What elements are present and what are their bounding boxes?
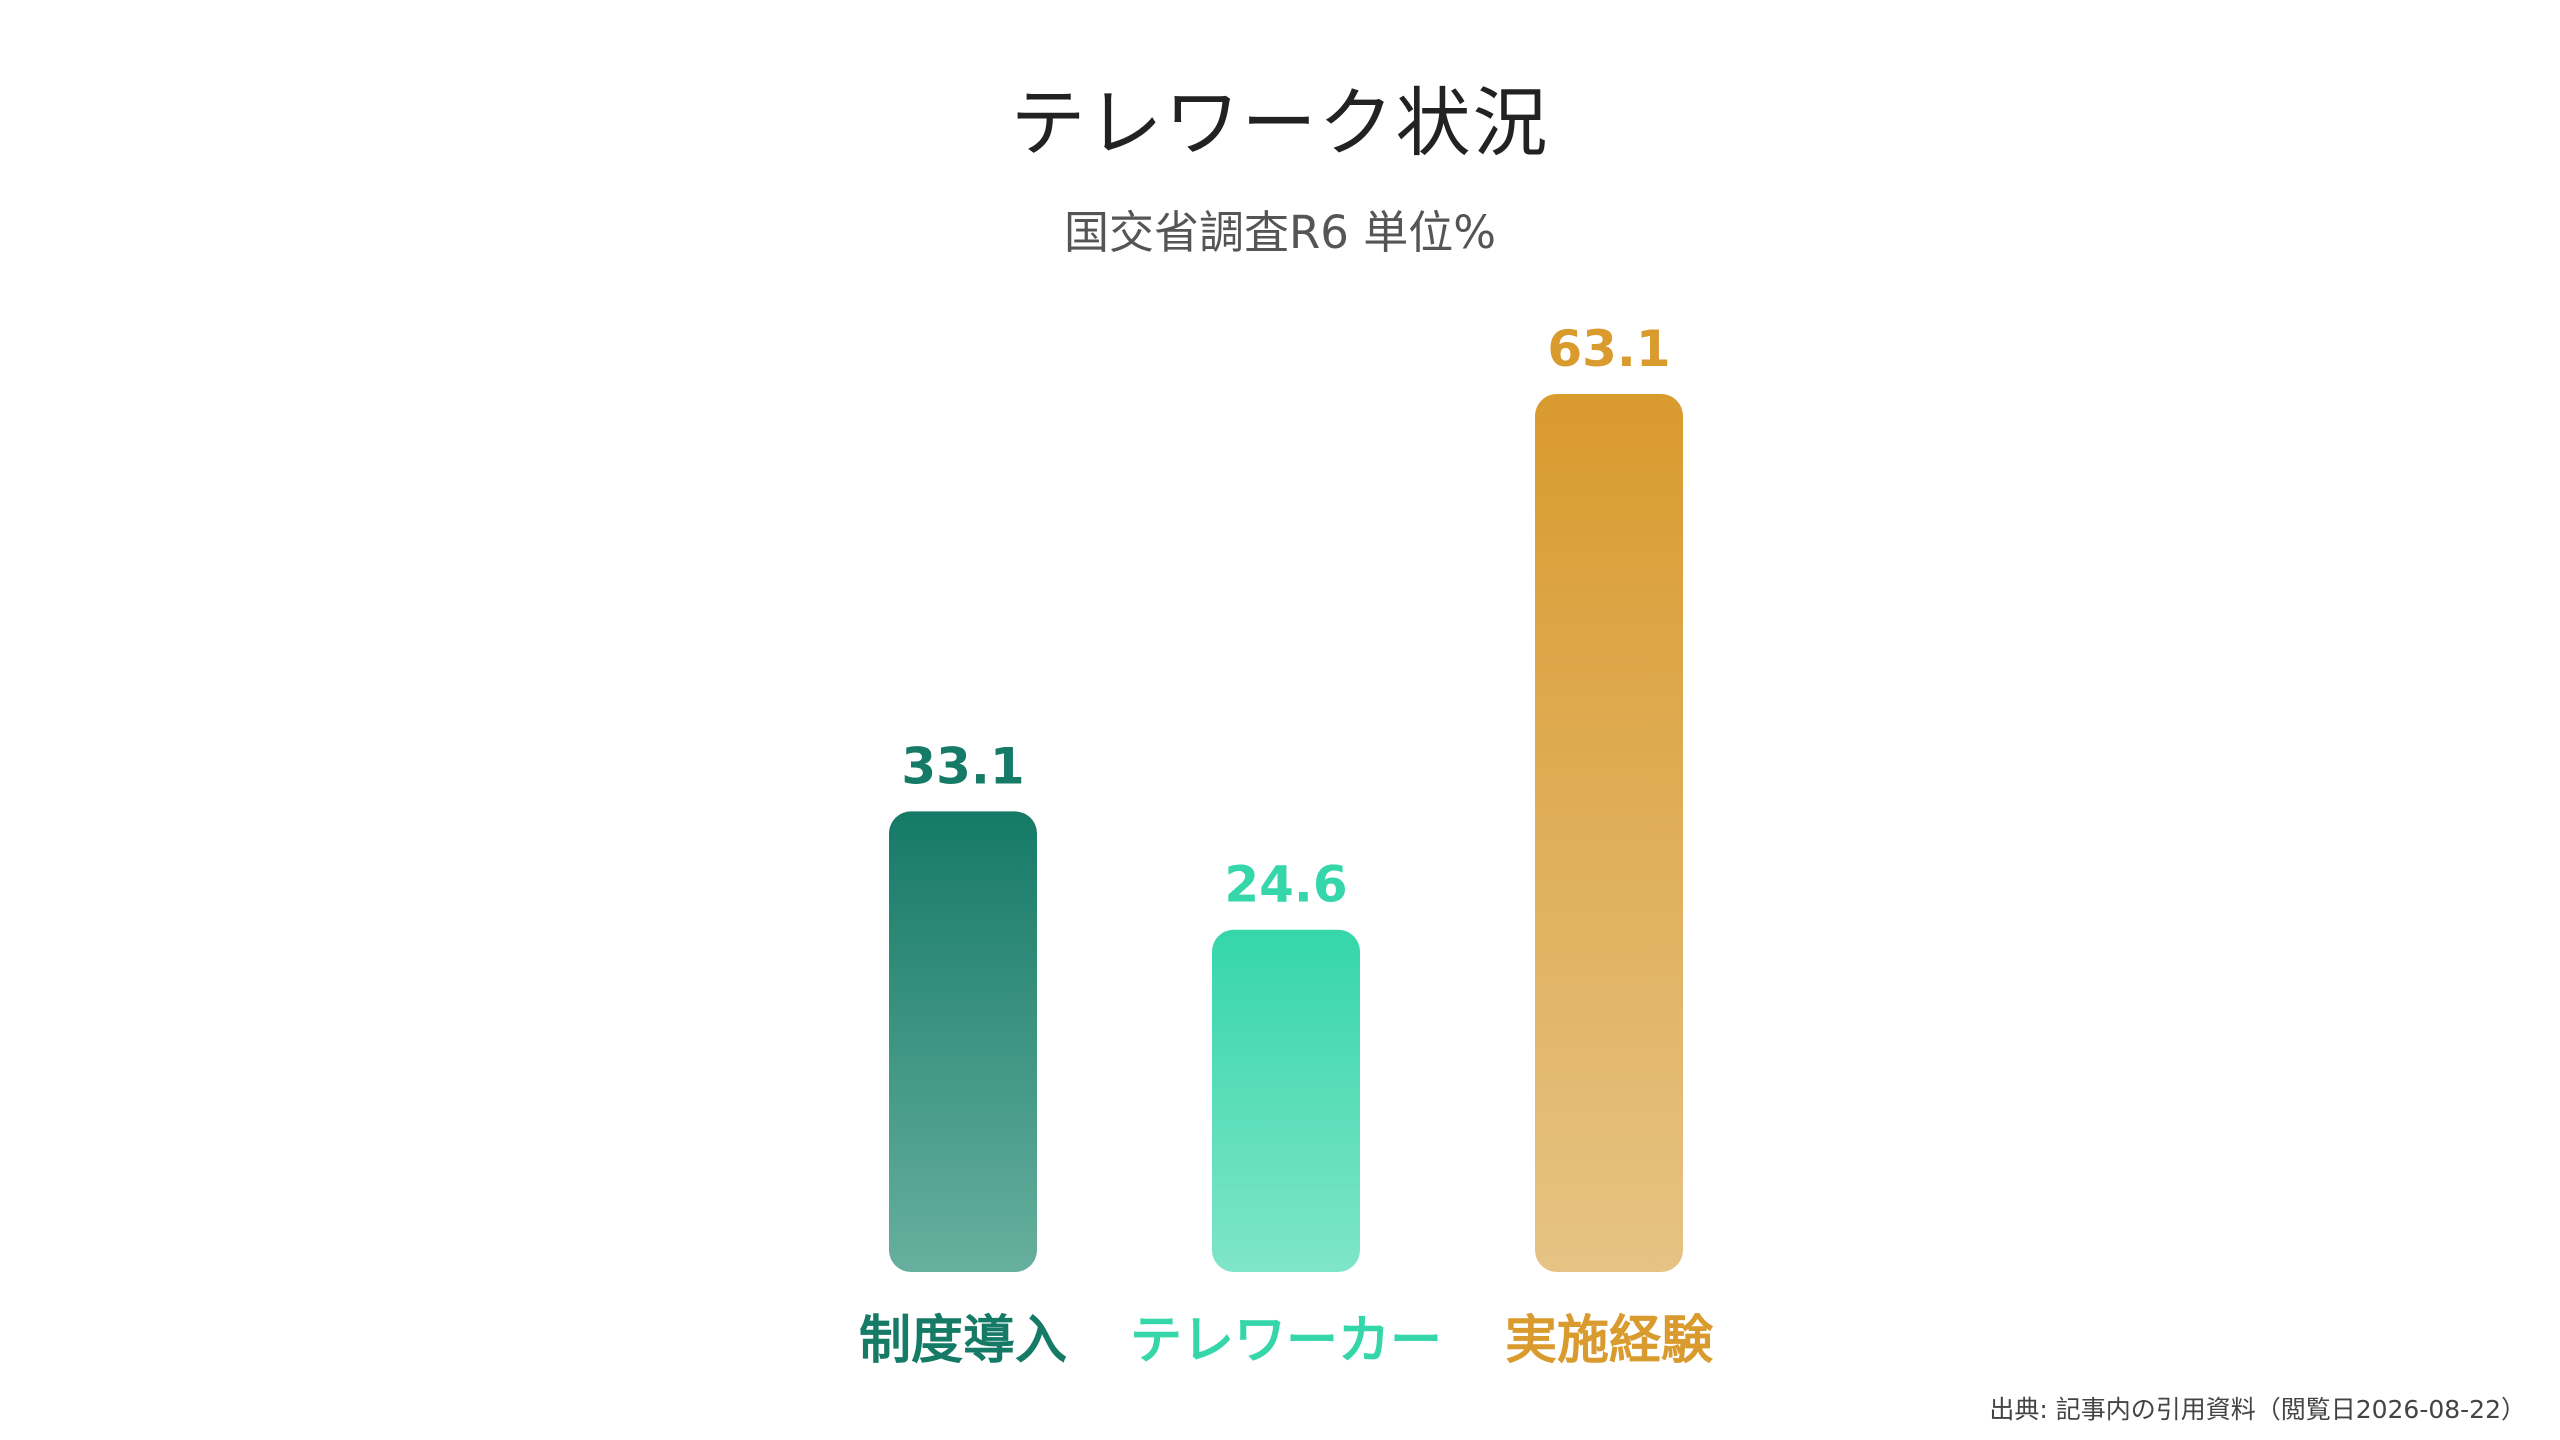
value-label-1: 24.6 bbox=[1224, 856, 1347, 914]
chart-title: テレワーク状況 bbox=[1010, 79, 1550, 167]
bars-layer bbox=[889, 394, 1683, 1272]
bar-0 bbox=[889, 811, 1037, 1272]
labels-layer: 33.1 制度導入 24.6 テレワーカー 63.1 実施経験 bbox=[859, 320, 1714, 1371]
value-label-0: 33.1 bbox=[901, 737, 1024, 795]
bar-2 bbox=[1535, 394, 1683, 1272]
bar-1 bbox=[1212, 929, 1360, 1272]
chart-subtitle: 国交省調査R6 単位% bbox=[1064, 206, 1496, 259]
value-label-2: 63.1 bbox=[1547, 320, 1670, 378]
category-label-1: テレワーカー bbox=[1130, 1311, 1442, 1371]
category-label-0: 制度導入 bbox=[859, 1311, 1067, 1371]
category-label-2: 実施経験 bbox=[1505, 1311, 1714, 1371]
source-note: 出典: 記事内の引用資料（閲覧日2026-08-22） bbox=[1989, 1395, 2526, 1424]
